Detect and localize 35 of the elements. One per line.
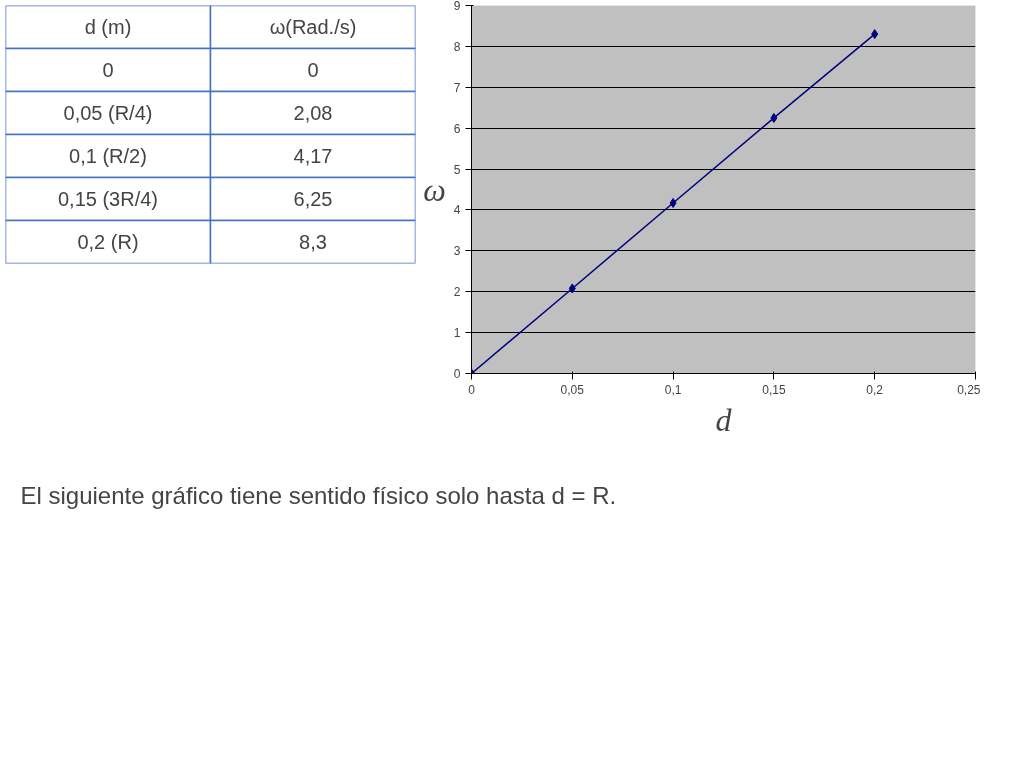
text: 4,17 (293, 145, 333, 167)
y-tick-label: 6 (453, 121, 461, 136)
y-tick-label: 8 (453, 39, 461, 54)
point (770, 112, 778, 123)
x-tick-label: 0,05 (560, 382, 585, 397)
text: 8,3 (299, 231, 327, 253)
text: ω(Rad./s) (269, 16, 357, 38)
y-axis-title: ω (423, 171, 446, 208)
y-tick-label: 3 (453, 244, 461, 259)
text: 0,15 (3R/4) (57, 188, 159, 210)
y-tick-label: 0 (453, 367, 461, 381)
text: 6,25 (293, 188, 333, 210)
x-tick-label: 0,15 (762, 382, 786, 397)
text: 0 (307, 59, 319, 81)
text: d (m) (84, 16, 132, 38)
y-tick-label: 5 (453, 162, 461, 177)
point (669, 197, 677, 208)
text: 0,05 (R/4) (63, 102, 153, 124)
text: 0,1 (R/2) (69, 145, 147, 167)
x-tick-label: 0,25 (957, 382, 981, 397)
x-axis-title: d (715, 401, 733, 438)
y-tick-label: 4 (453, 203, 461, 218)
y-tick-label: 1 (453, 326, 461, 341)
text: 2,08 (293, 102, 333, 124)
text: 0,2 (R) (77, 231, 139, 253)
x-tick-label: 0,2 (866, 382, 884, 397)
y-tick-label: 9 (453, 0, 461, 13)
text: El siguiente gráfico tiene sentido físico solo hasta d = R. (20, 482, 617, 509)
x-tick-label: 0 (468, 382, 476, 397)
point (568, 283, 576, 294)
text: 0 (102, 59, 114, 81)
x-tick-label: 0,1 (664, 382, 682, 397)
point (871, 29, 879, 40)
y-tick-label: 7 (453, 80, 461, 95)
y-tick-label: 2 (453, 285, 461, 300)
